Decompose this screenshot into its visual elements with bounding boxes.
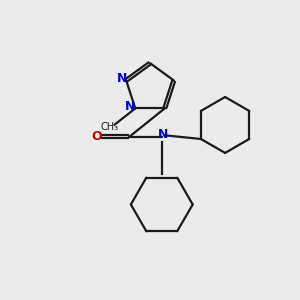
Text: CH₃: CH₃: [100, 122, 118, 132]
Text: N: N: [158, 128, 168, 141]
Text: N: N: [117, 73, 127, 85]
Text: N: N: [125, 100, 135, 113]
Text: O: O: [92, 130, 102, 143]
